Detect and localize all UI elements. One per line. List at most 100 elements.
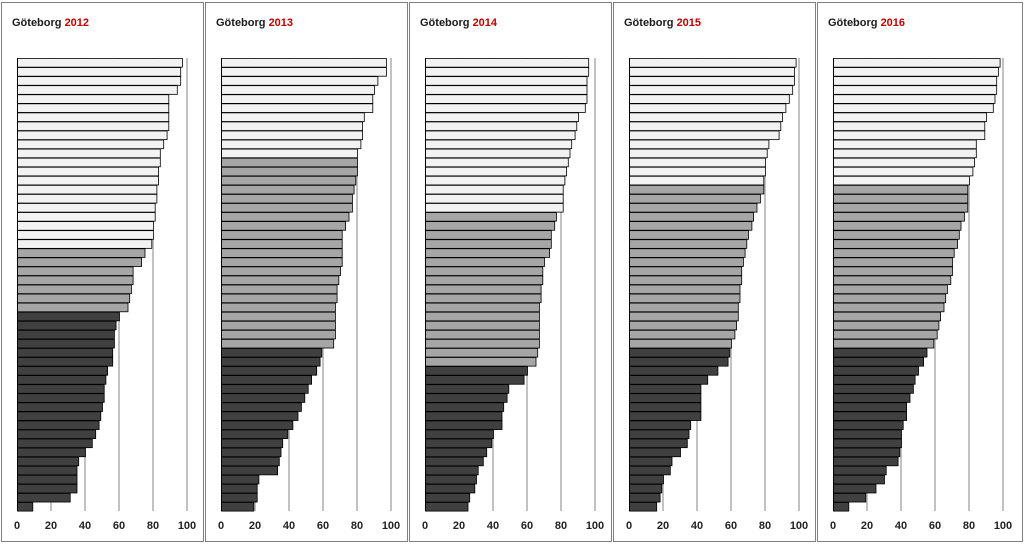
chart-panel-2015: Göteborg 2015 0 20 40 60 80 100 — [613, 2, 816, 542]
bar — [221, 212, 350, 222]
bar — [425, 58, 590, 68]
chart-title-year: 2013 — [268, 17, 294, 29]
bar — [221, 103, 374, 113]
bar — [425, 456, 484, 467]
bar — [17, 465, 78, 476]
bar — [17, 103, 170, 113]
bar — [425, 148, 571, 159]
bar — [425, 103, 586, 113]
bar — [221, 248, 343, 258]
bar — [221, 447, 282, 458]
bar — [833, 94, 996, 104]
bar — [629, 184, 765, 195]
x-tick-label: 80 — [963, 520, 975, 532]
bar — [221, 474, 260, 485]
bar — [425, 221, 556, 231]
bar-chart-2014: 0 20 40 60 80 100 — [422, 58, 604, 532]
bar — [17, 94, 170, 104]
bar — [629, 266, 743, 276]
bar — [833, 302, 945, 313]
x-tick-label: 100 — [790, 520, 808, 532]
bar — [17, 221, 154, 231]
bar — [425, 157, 569, 168]
chart-title: Göteborg 2014 — [420, 17, 497, 29]
bar — [629, 166, 766, 177]
chart-panel-2016: Göteborg 2016 0 20 40 60 80 100 — [817, 2, 1023, 542]
bar — [221, 275, 340, 286]
x-tick-label: 40 — [895, 520, 907, 532]
bar — [629, 94, 790, 104]
bar — [221, 230, 343, 240]
bar — [425, 112, 579, 122]
bar — [425, 193, 564, 204]
x-tick-label: 100 — [586, 520, 604, 532]
bar — [629, 302, 739, 313]
x-tick-label: 100 — [382, 520, 400, 532]
x-tick-label: 20 — [249, 520, 261, 532]
bar — [833, 411, 907, 421]
bar — [833, 474, 885, 485]
x-tick-label: 60 — [113, 520, 125, 532]
bar — [221, 402, 302, 412]
bar — [425, 329, 540, 340]
bar — [833, 76, 998, 86]
bar — [833, 456, 899, 467]
x-tick-label: 0 — [422, 520, 428, 532]
bar — [425, 275, 544, 286]
bar — [17, 239, 153, 249]
bar — [425, 284, 542, 295]
bar — [833, 311, 941, 322]
bar — [629, 411, 702, 421]
bar — [17, 58, 183, 68]
bar — [833, 284, 948, 295]
bar — [17, 502, 34, 512]
bar — [221, 284, 338, 295]
bar — [833, 429, 902, 440]
x-tick-label: 100 — [994, 520, 1012, 532]
bar — [629, 465, 671, 476]
bar — [629, 348, 731, 358]
bar — [629, 447, 681, 458]
bar — [221, 239, 343, 249]
bar — [425, 348, 539, 358]
x-tick-label: 100 — [178, 520, 196, 532]
bar — [833, 239, 958, 249]
chart-title-year: 2016 — [880, 17, 906, 29]
bar — [629, 212, 754, 222]
bar — [425, 248, 550, 258]
bar — [425, 166, 568, 177]
bar — [629, 112, 783, 122]
bar — [17, 67, 182, 77]
bar — [17, 248, 146, 258]
bar — [425, 130, 576, 141]
bar — [425, 420, 503, 430]
bar — [221, 139, 362, 150]
bar — [833, 266, 953, 276]
bar — [629, 139, 770, 150]
bar — [17, 384, 105, 394]
bar — [629, 230, 749, 240]
bar — [629, 239, 748, 249]
bar — [17, 320, 117, 331]
bar — [221, 121, 364, 131]
chart-title: Göteborg 2012 — [12, 17, 89, 29]
bar — [833, 103, 994, 113]
bar — [833, 203, 969, 213]
bar — [833, 366, 919, 376]
x-tick-label: 0 — [14, 520, 20, 532]
bar — [833, 67, 999, 77]
bar — [833, 112, 987, 122]
bar — [221, 492, 258, 503]
bar — [17, 348, 114, 358]
bar — [629, 384, 702, 394]
bar — [425, 474, 477, 485]
bar — [17, 483, 78, 494]
bar — [833, 275, 952, 286]
bar — [425, 257, 545, 267]
bar — [425, 447, 488, 458]
bar — [833, 58, 1001, 68]
bar — [221, 411, 299, 421]
bar — [17, 474, 78, 485]
bar — [221, 502, 255, 512]
chart-title-city: Göteborg — [624, 17, 674, 29]
